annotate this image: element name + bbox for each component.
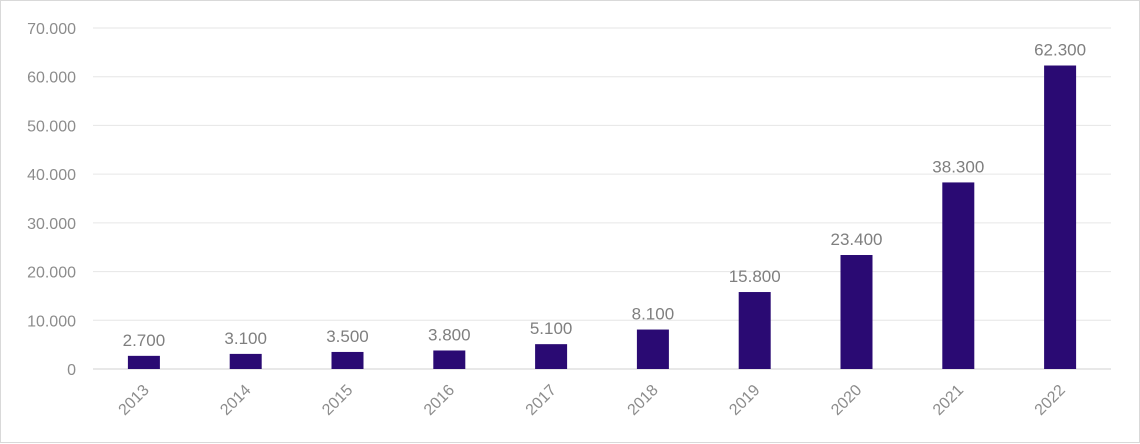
x-tick-label-2019: 2019: [726, 382, 763, 419]
data-label-2021: 38.300: [932, 157, 984, 176]
x-tick-label-2015: 2015: [319, 382, 356, 419]
y-tick-label: 70.000: [27, 21, 76, 38]
data-label-2013: 2.700: [123, 331, 166, 350]
y-tick-label: 0: [67, 362, 76, 379]
x-tick-label-2021: 2021: [930, 382, 967, 419]
x-tick-label-2014: 2014: [217, 382, 254, 419]
bar-2016: [433, 350, 466, 369]
y-tick-label: 30.000: [27, 216, 76, 233]
bar-2019: [738, 292, 771, 369]
bar-2013: [127, 355, 160, 369]
bar-2017: [535, 344, 568, 369]
x-tick-label-2020: 2020: [828, 382, 865, 419]
x-tick-label-2018: 2018: [625, 382, 662, 419]
x-axis-ticks: 2013 2014 2015 2016 2017 2018 2019 2020 2021 2022: [116, 382, 1069, 419]
data-labels: 2.700 3.100 3.500 3.800 5.100 8.100 15.800 23.4…: [123, 41, 1086, 350]
data-label-2015: 3.500: [326, 327, 369, 346]
bar-2015: [331, 351, 364, 369]
data-label-2016: 3.800: [428, 325, 471, 344]
y-tick-label: 10.000: [27, 313, 76, 330]
data-label-2020: 23.400: [831, 230, 883, 249]
x-tick-label-2013: 2013: [116, 382, 153, 419]
y-tick-label: 40.000: [27, 167, 76, 184]
gridlines: [93, 27, 1111, 370]
x-tick-label-2022: 2022: [1032, 382, 1069, 419]
bar-2020: [840, 255, 873, 369]
data-label-2019: 15.800: [729, 267, 781, 286]
x-tick-label-2017: 2017: [523, 382, 560, 419]
data-label-2017: 5.100: [530, 319, 573, 338]
y-tick-label: 50.000: [27, 118, 76, 135]
y-axis-ticks: 0 10.000 20.000 30.000 40.000 50.000 60.000 70.…: [27, 21, 76, 379]
bar-2021: [942, 182, 975, 369]
bars: [127, 65, 1077, 369]
bar-2022: [1044, 65, 1077, 369]
data-label-2022: 62.300: [1034, 41, 1086, 60]
y-tick-label: 20.000: [27, 265, 76, 282]
y-tick-label: 60.000: [27, 70, 76, 87]
data-label-2018: 8.100: [632, 305, 675, 324]
bar-2018: [636, 329, 669, 369]
bar-2014: [229, 353, 262, 369]
data-label-2014: 3.100: [224, 329, 267, 348]
x-tick-label-2016: 2016: [421, 382, 458, 419]
